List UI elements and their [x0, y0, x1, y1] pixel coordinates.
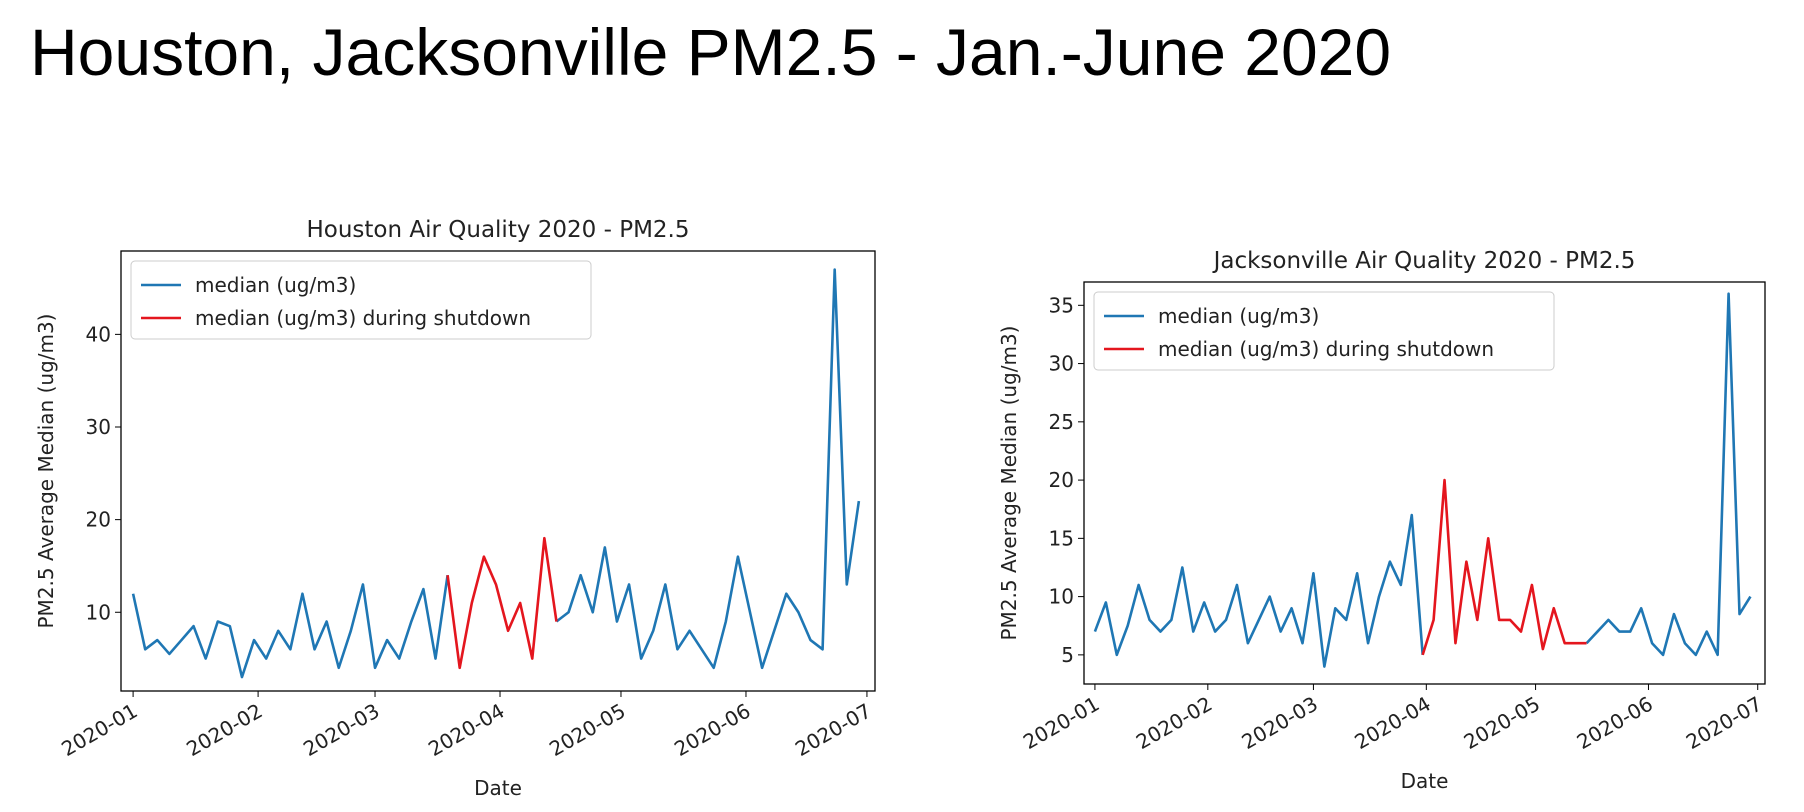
x-tick-label: 2020-02: [182, 699, 266, 762]
x-tick-label: 2020-05: [1460, 692, 1544, 755]
x-tick-label: 2020-06: [1573, 692, 1657, 755]
x-axis-label: Date: [474, 776, 522, 800]
plot-frame: [1083, 281, 1766, 685]
x-tick-label: 2020-04: [424, 699, 508, 762]
y-tick-label: 10: [86, 600, 111, 624]
chart-title: Jacksonville Air Quality 2020 - PM2.5: [1212, 248, 1636, 274]
x-axis-label: Date: [1401, 769, 1449, 793]
data-line: [555, 268, 861, 670]
y-tick-label: 15: [1049, 526, 1074, 550]
y-tick-label: 30: [86, 415, 111, 439]
x-tick-label: 2020-01: [1019, 692, 1103, 755]
data-line: [1585, 292, 1752, 657]
y-tick-label: 40: [86, 322, 111, 346]
data-line: [1421, 478, 1587, 656]
x-tick-label: 2020-07: [1682, 692, 1766, 755]
y-axis-label: PM2.5 Average Median (ug/m3): [997, 326, 1021, 641]
y-axis-label: PM2.5 Average Median (ug/m3): [34, 314, 58, 629]
y-tick-label: 25: [1049, 410, 1074, 434]
data-line: [1093, 513, 1424, 668]
data-line: [446, 536, 558, 670]
x-tick-label: 2020-05: [545, 699, 629, 762]
x-tick-label: 2020-03: [299, 699, 383, 762]
y-tick-label: 30: [1049, 352, 1074, 376]
y-tick-label: 20: [1049, 468, 1074, 492]
plot-frame: [120, 250, 876, 692]
x-tick-label: 2020-02: [1132, 692, 1216, 755]
legend-box: [1093, 291, 1555, 371]
legend-label: median (ug/m3) during shutdown: [195, 306, 531, 330]
legend-label: median (ug/m3): [195, 273, 356, 297]
legend-label: median (ug/m3): [1158, 304, 1319, 328]
y-tick-label: 35: [1049, 293, 1074, 317]
x-tick-label: 2020-03: [1238, 692, 1322, 755]
y-tick-label: 20: [86, 508, 111, 532]
legend-box: [130, 260, 592, 340]
y-tick-label: 10: [1049, 585, 1074, 609]
y-tick-label: 5: [1061, 643, 1074, 667]
slide-title: Houston, Jacksonville PM2.5 - Jan.-June …: [30, 15, 1392, 89]
legend-label: median (ug/m3) during shutdown: [1158, 337, 1494, 361]
x-tick-label: 2020-04: [1350, 692, 1434, 755]
data-line: [131, 575, 449, 679]
x-tick-label: 2020-07: [791, 699, 875, 762]
chart-title: Houston Air Quality 2020 - PM2.5: [306, 217, 689, 243]
x-tick-label: 2020-01: [57, 699, 141, 762]
x-tick-label: 2020-06: [670, 699, 754, 762]
